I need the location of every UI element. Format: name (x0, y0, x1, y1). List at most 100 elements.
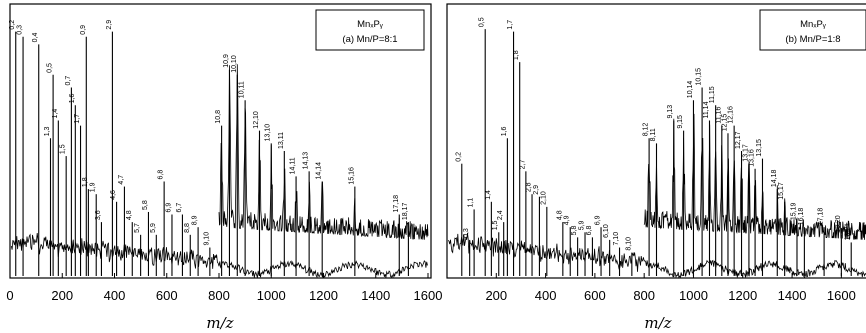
panel-b-legend-condition: (b) Mn/P=1:8 (785, 34, 840, 45)
peak-label: 17,18 (818, 208, 825, 226)
peak-label: 2,9 (106, 20, 113, 30)
x-tick-label: 600 (156, 288, 178, 303)
peak-label: 11,15 (709, 86, 716, 103)
peak-label: 15,16 (348, 167, 355, 185)
peak-label: 12,15 (721, 114, 728, 132)
x-tick-label: 200 (51, 288, 73, 303)
peak-label: 0,4 (32, 32, 39, 42)
peak-label: 18,21 (845, 223, 852, 241)
peak-label: 6,8 (158, 170, 165, 180)
peak-label: 14,18 (771, 169, 778, 187)
peak-label: 8,10 (625, 237, 632, 251)
peak-label: 6,9 (165, 203, 172, 213)
peak-label: 1,8 (82, 177, 89, 187)
panel-a-plot-area: 0 200 400 600 800 1000 1200 1400 1600 0,20,3 0,4 1,… (6, 20, 442, 303)
peak-label: 5,7 (134, 223, 141, 233)
x-tick-label: 600 (584, 288, 606, 303)
panel-a-x-axis-title: m/z (206, 314, 233, 332)
peak-label: 15,19 (790, 202, 797, 220)
spectrum-baseline-trace (10, 232, 428, 279)
peak-label: 1,4 (485, 190, 492, 200)
x-tick-label: 800 (208, 288, 230, 303)
peak-label: 1,5 (60, 144, 67, 154)
peak-label: 11,14 (703, 101, 710, 118)
peak-label: 2,10 (540, 191, 547, 205)
x-tick-label: 800 (633, 288, 655, 303)
peak-label: 12,17 (735, 131, 742, 149)
peak-label: 1,8 (513, 50, 520, 60)
peak-label: 10,14 (687, 81, 694, 99)
peak-label: 4,8 (556, 210, 563, 220)
peak-label: 14,11 (290, 157, 297, 174)
panel-a-legend: MnₓPᵧ (a) Mn/P=8:1 (315, 9, 425, 51)
peak-label: 8,8 (184, 223, 191, 233)
peak-label: 6,10 (603, 224, 610, 238)
panel-a-legend-formula: MnₓPᵧ (357, 19, 384, 30)
peak-label: 6,9 (595, 215, 602, 225)
peak-label: 8,11 (650, 128, 657, 141)
x-tick-label: 0 (6, 288, 13, 303)
peak-label: 9,10 (203, 232, 210, 246)
peak-label: 8,12 (643, 123, 650, 137)
peak-label: 1,4 (52, 109, 59, 119)
peak-label: 5,9 (150, 223, 157, 233)
x-tick-label: 200 (485, 288, 507, 303)
peak-label: 3,6 (95, 210, 102, 220)
peak-label: 12,10 (253, 111, 260, 129)
peak-label: 7,10 (613, 232, 620, 246)
peak-label: 5,8 (142, 200, 149, 210)
peak-label: 2,9 (533, 185, 540, 195)
peak-label: 2,7 (519, 159, 526, 169)
peak-label: 1,3 (44, 126, 51, 136)
peak-label: 0,3 (17, 25, 24, 35)
peak-label: 1,6 (69, 93, 76, 103)
peak-label: 14,13 (303, 152, 310, 170)
peak-label: 0,5 (47, 63, 54, 73)
x-tick-label: 1600 (827, 288, 856, 303)
peak-label: 9,13 (667, 105, 674, 119)
peak-label: 0,7 (65, 76, 72, 86)
peak-label: 18,17 (402, 202, 409, 220)
x-tick-label: 1600 (414, 288, 443, 303)
peak-label: 8,9 (192, 215, 199, 225)
peak-label: 0,2 (9, 20, 16, 30)
peak-label: 10,15 (696, 68, 703, 86)
spectrum-baseline-trace (447, 233, 866, 279)
peak-label: 2,4 (497, 210, 504, 220)
x-tick-label: 400 (104, 288, 126, 303)
peak-label: 10,11 (239, 81, 246, 98)
x-tick-label: 1200 (728, 288, 757, 303)
panel-b-plot-area: 200 400 600 800 1000 1200 1400 1600 0,2 0,3 0,5 1,1… (447, 17, 866, 303)
panel-a-legend-condition: (a) Mn/P=8:1 (342, 34, 397, 45)
peak-label: 13,11 (278, 132, 285, 149)
peak-label: 10,8 (215, 110, 222, 124)
peak-label: 15,17 (778, 182, 785, 200)
x-tick-label: 1000 (679, 288, 708, 303)
peak-label: 10,9 (223, 54, 230, 68)
peak-label: 4,9 (564, 215, 571, 225)
peak-label: 5,9 (579, 220, 586, 230)
panel-a-frame (9, 3, 432, 279)
peak-label: 13,16 (749, 149, 756, 167)
peak-label: 16,18 (798, 208, 805, 226)
peak-label: 17,18 (393, 195, 400, 213)
panel-b-legend: MnₓPᵧ (b) Mn/P=1:8 (759, 9, 866, 51)
peak-label: 13,15 (756, 139, 763, 157)
peak-label: 1,1 (468, 198, 475, 208)
peak-label: 0,2 (455, 152, 462, 162)
peak-label: 11,16 (715, 106, 722, 123)
peak-label: 4,6 (110, 190, 117, 200)
peak-label: 14,14 (316, 162, 323, 180)
peak-label: 18,20 (835, 215, 842, 233)
x-tick-label: 1400 (778, 288, 807, 303)
peak-label: 13,10 (265, 124, 272, 142)
peak-label: 1,9 (90, 182, 97, 192)
x-tick-label: 1000 (257, 288, 286, 303)
peak-label: 0,9 (80, 25, 87, 35)
x-tick-label: 400 (535, 288, 557, 303)
x-tick-label: 1400 (361, 288, 390, 303)
panel-b-legend-formula: MnₓPᵧ (800, 19, 827, 30)
peak-label: 10,10 (231, 55, 238, 73)
peak-label: 1,5 (492, 220, 499, 230)
